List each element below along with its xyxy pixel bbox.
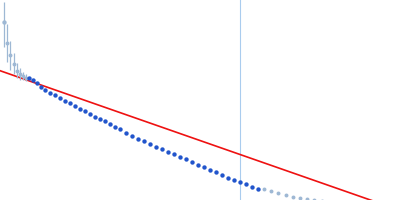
Point xyxy=(207,168,213,171)
Point xyxy=(237,180,243,184)
Point xyxy=(107,123,113,126)
Point xyxy=(14,69,20,72)
Point xyxy=(304,197,310,200)
Point xyxy=(87,112,93,115)
Point xyxy=(213,171,219,174)
Point xyxy=(290,195,296,198)
Point xyxy=(177,155,183,158)
Point xyxy=(201,166,207,169)
Point xyxy=(231,178,237,182)
Point xyxy=(67,102,73,105)
Point xyxy=(20,74,26,77)
Point xyxy=(112,125,118,128)
Point xyxy=(243,183,249,186)
Point xyxy=(268,190,274,193)
Point xyxy=(72,105,78,108)
Point xyxy=(249,185,255,188)
Point xyxy=(10,62,17,65)
Point xyxy=(147,143,153,146)
Point xyxy=(57,97,63,100)
Point xyxy=(23,76,29,79)
Point xyxy=(30,78,36,82)
Point xyxy=(135,137,141,140)
Point xyxy=(4,42,10,45)
Point xyxy=(297,196,303,199)
Point xyxy=(171,153,177,156)
Point xyxy=(102,120,108,123)
Point xyxy=(318,199,325,200)
Point xyxy=(195,163,201,166)
Point xyxy=(82,109,88,113)
Point xyxy=(275,192,282,195)
Point xyxy=(123,131,129,134)
Point xyxy=(183,158,189,161)
Point xyxy=(261,187,267,191)
Point xyxy=(219,174,225,177)
Point xyxy=(153,145,159,148)
Point xyxy=(141,140,147,143)
Point xyxy=(129,135,135,138)
Point xyxy=(159,147,165,151)
Point xyxy=(1,21,7,24)
Point xyxy=(47,92,53,95)
Point xyxy=(62,99,68,102)
Point xyxy=(117,128,123,131)
Point xyxy=(77,107,83,110)
Point xyxy=(38,85,44,88)
Point xyxy=(7,54,14,57)
Point xyxy=(165,150,171,153)
Point xyxy=(282,193,289,196)
Point xyxy=(97,117,103,121)
Point xyxy=(311,198,318,200)
Point xyxy=(255,187,261,191)
Point xyxy=(34,82,40,85)
Point xyxy=(92,115,98,118)
Point xyxy=(225,176,231,179)
Point xyxy=(17,73,23,76)
Point xyxy=(42,89,48,92)
Point xyxy=(189,160,195,164)
Point xyxy=(52,94,58,97)
Point xyxy=(26,76,32,79)
